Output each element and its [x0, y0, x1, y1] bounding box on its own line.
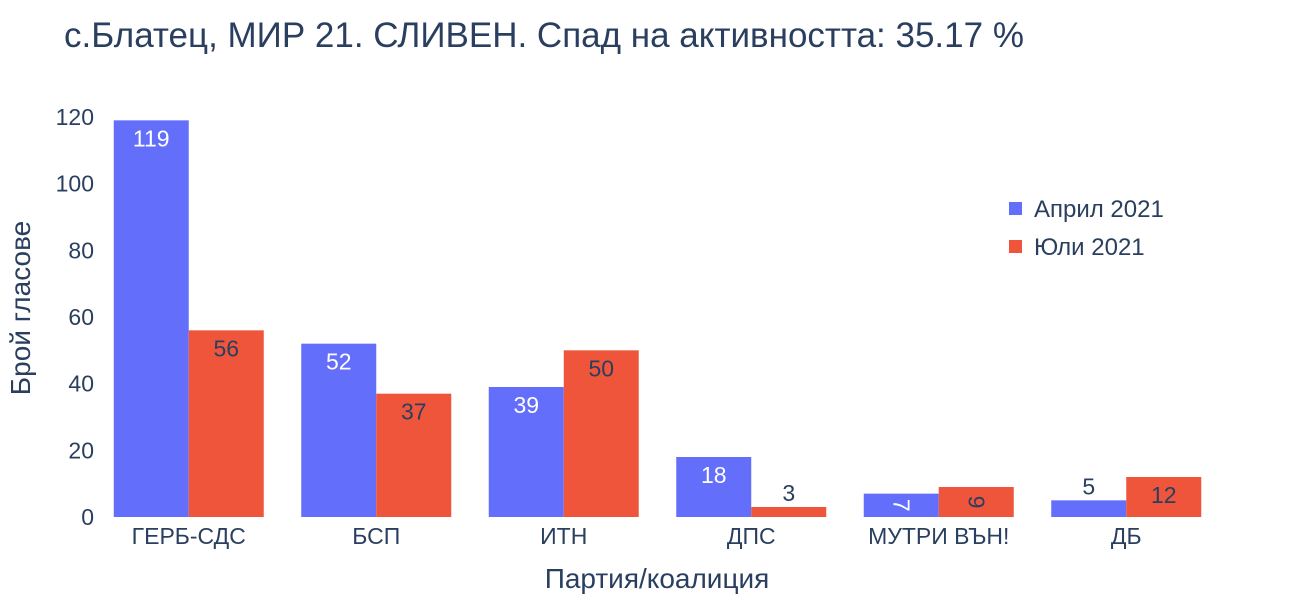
bar-value-label: 50: [588, 355, 614, 381]
bar: [676, 457, 752, 517]
x-tick-label: БСП: [352, 523, 400, 549]
y-tick-label: 40: [68, 371, 94, 397]
bar: [1051, 500, 1127, 517]
y-tick-label: 80: [68, 237, 94, 263]
y-axis-ticks: 0 20 40 60 80 100 120: [56, 104, 94, 530]
bar: [376, 393, 452, 517]
x-tick-label: ИТН: [540, 523, 587, 549]
bar-value-label: 12: [1151, 482, 1177, 508]
legend-label: Април 2021: [1034, 196, 1164, 223]
y-tick-label: 0: [81, 504, 94, 530]
y-tick-label: 120: [56, 104, 94, 130]
legend-swatch: [1009, 240, 1022, 253]
bar: [1126, 477, 1202, 517]
bar: [563, 350, 639, 517]
bar-value-label: 52: [326, 349, 352, 375]
legend: Април 2021 Юли 2021: [1009, 196, 1164, 261]
bar-value-label: 18: [701, 462, 727, 488]
bar-value-label: 5: [1082, 473, 1095, 499]
bar-value-label: 119: [133, 125, 170, 151]
bar-value-label: 39: [513, 392, 539, 418]
bar-value-label: 7: [888, 499, 914, 512]
bar: [188, 330, 264, 517]
bar: [301, 343, 377, 517]
y-tick-label: 100: [56, 171, 94, 197]
bar: [863, 493, 939, 517]
legend-label: Юли 2021: [1034, 234, 1145, 261]
bar-value-label: 3: [782, 480, 795, 506]
bar-value-label: 56: [213, 335, 239, 361]
x-tick-label: МУТРИ ВЪН!: [868, 523, 1009, 549]
x-tick-label: ДБ: [1111, 523, 1142, 549]
bar: [938, 487, 1014, 517]
x-axis-title: Партия/коалиция: [545, 563, 770, 594]
bar: [113, 120, 189, 517]
x-tick-label: ГЕРБ-СДС: [132, 523, 246, 549]
bar: [751, 507, 827, 517]
chart-title: с.Блатец, МИР 21. СЛИВЕН. Спад на активн…: [64, 16, 1024, 55]
y-tick-label: 60: [68, 304, 94, 330]
x-tick-label: ДПС: [727, 523, 776, 549]
legend-swatch: [1009, 202, 1022, 215]
bar: [488, 387, 564, 517]
y-tick-label: 20: [68, 437, 94, 463]
y-axis-title: Брой гласове: [5, 221, 36, 395]
bar-value-label: 37: [401, 399, 427, 425]
x-axis-ticks: ГЕРБ-СДС БСП ИТН ДПС МУТРИ ВЪН! ДБ: [132, 523, 1142, 549]
bar-value-label: 9: [963, 496, 989, 509]
